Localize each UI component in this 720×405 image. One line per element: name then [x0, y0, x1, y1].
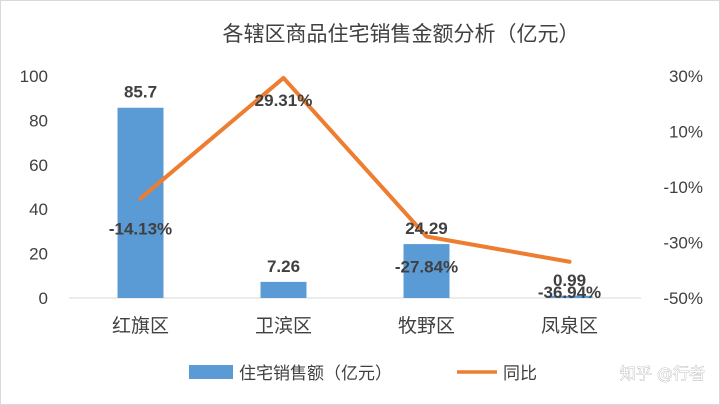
legend-bar-label: 住宅销售额（亿元）: [239, 364, 392, 384]
bar-value-label: 85.7: [124, 83, 157, 102]
left-tick-label: 80: [29, 111, 48, 130]
bar-series: [117, 107, 593, 298]
legend-bar-swatch: [189, 365, 233, 379]
data-labels: 85.7 7.26 24.29 0.99 -14.13% 29.31% -27.84% -36…: [109, 83, 601, 302]
bar-1: [117, 107, 164, 298]
category-label: 卫滨区: [255, 315, 312, 337]
bar-value-label: 0.99: [553, 271, 586, 290]
left-tick-label: 40: [29, 200, 48, 219]
category-label: 牧野区: [398, 315, 455, 337]
bar-value-label: 7.26: [267, 257, 300, 276]
left-tick-label: 60: [29, 156, 48, 175]
right-tick-label: 10%: [669, 123, 703, 142]
watermark: 知乎 @行者: [620, 364, 705, 383]
yoy-value-label: -14.13%: [109, 219, 172, 238]
left-tick-label: 20: [29, 245, 48, 264]
category-label: 凤泉区: [541, 315, 598, 337]
bar-4: [546, 295, 593, 298]
left-tick-label: 0: [39, 289, 48, 308]
right-tick-label: 30%: [669, 67, 703, 86]
yoy-line: [138, 75, 572, 264]
category-label: 红旗区: [112, 315, 169, 337]
line-series: [138, 75, 572, 264]
right-axis-ticks: 30% 10% -10% -30% -50%: [663, 67, 703, 308]
right-tick-label: -50%: [663, 289, 703, 308]
bar-value-label: 24.29: [405, 219, 448, 238]
legend-line-label: 同比: [503, 364, 537, 384]
right-tick-label: -10%: [663, 178, 703, 197]
yoy-value-label: -27.84%: [395, 258, 458, 277]
yoy-value-label: 29.31%: [255, 91, 313, 110]
bar-3: [403, 244, 450, 298]
left-tick-label: 100: [20, 67, 48, 86]
legend: 住宅销售额（亿元） 同比: [189, 364, 537, 384]
right-tick-label: -30%: [663, 234, 703, 253]
chart-title: 各辖区商品住宅销售金额分析（亿元）: [223, 22, 580, 46]
yoy-value-label: -36.94%: [538, 283, 601, 302]
left-axis-ticks: 0 20 40 60 80 100: [20, 67, 48, 308]
category-labels: 红旗区 卫滨区 牧野区 凤泉区: [112, 315, 598, 337]
bar-2: [260, 281, 307, 298]
